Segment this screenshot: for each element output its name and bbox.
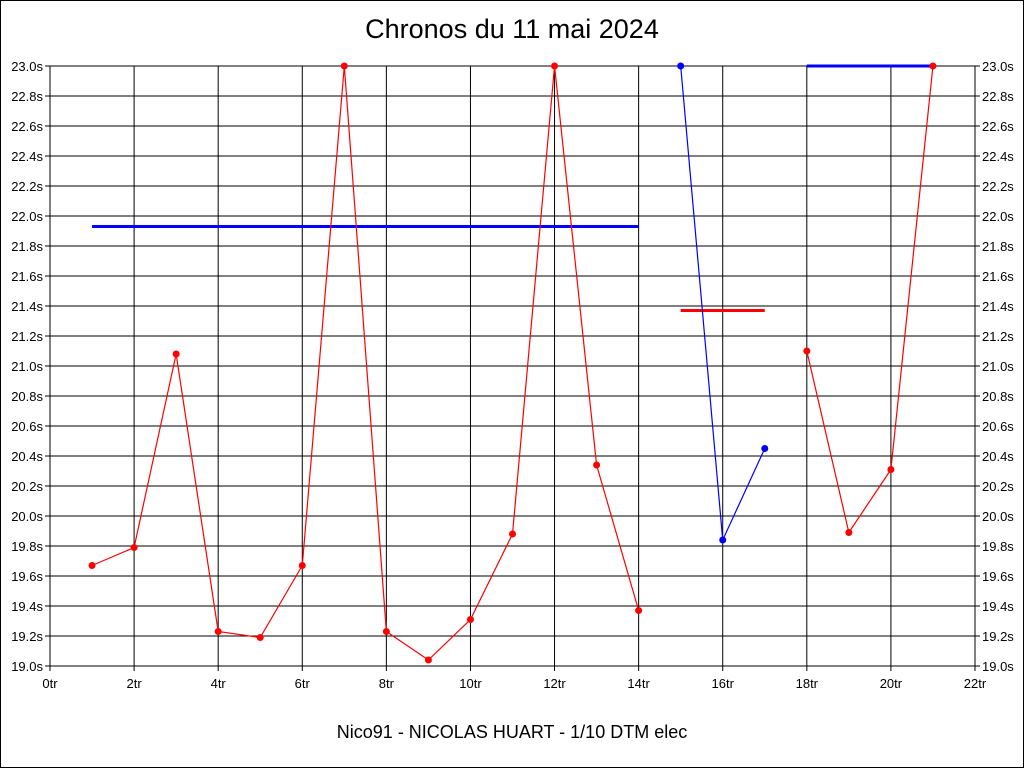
y-tick-label-left: 19.6s — [11, 569, 43, 584]
y-tick-label-right: 22.4s — [982, 149, 1014, 164]
y-tick-label-left: 21.8s — [11, 239, 43, 254]
y-tick-labels-right: 23.0s 22.8s 22.6s 22.4s 22.2s 22.0s 21.8s 21.6s… — [982, 59, 1014, 674]
chart-title: Chronos du 11 mai 2024 — [365, 14, 659, 44]
data-point — [298, 562, 306, 569]
data-point — [214, 628, 222, 635]
data-point — [551, 62, 559, 70]
x-tick-label: 8tr — [379, 676, 395, 691]
y-tick-label-right: 21.8s — [982, 239, 1014, 254]
reference-lines — [92, 64, 933, 312]
y-tick-label-right: 21.6s — [982, 269, 1014, 284]
y-tick-label-left: 21.2s — [11, 329, 43, 344]
y-tick-label-left: 20.6s — [11, 419, 43, 434]
x-tick-label: 22tr — [964, 676, 987, 691]
y-tick-label-left: 20.8s — [11, 389, 43, 404]
data-point — [719, 536, 727, 544]
grid-lines — [45, 65, 980, 671]
y-tick-label-right: 22.6s — [982, 119, 1014, 134]
y-tick-label-right: 22.8s — [982, 89, 1014, 104]
y-tick-label-right: 21.0s — [982, 359, 1014, 374]
y-tick-label-left: 20.0s — [11, 509, 43, 524]
y-tick-label-left: 21.0s — [11, 359, 43, 374]
y-tick-label-right: 19.8s — [982, 539, 1014, 554]
y-tick-label-right: 20.6s — [982, 419, 1014, 434]
y-tick-label-left: 19.4s — [11, 599, 43, 614]
data-point — [593, 461, 601, 469]
y-tick-label-right: 22.2s — [982, 179, 1014, 194]
x-tick-label: 18tr — [796, 676, 819, 691]
y-tick-label-right: 21.4s — [982, 299, 1014, 314]
x-tick-label: 12tr — [543, 676, 566, 691]
data-point — [845, 529, 853, 536]
y-tick-label-right: 21.2s — [982, 329, 1014, 344]
y-tick-label-left: 19.2s — [11, 629, 43, 644]
y-tick-label-left: 22.4s — [11, 149, 43, 164]
data-point — [424, 656, 432, 664]
y-tick-label-left: 22.0s — [11, 209, 43, 224]
series-line — [91, 65, 640, 661]
y-tick-label-left: 22.2s — [11, 179, 43, 194]
y-tick-label-right: 20.2s — [982, 479, 1014, 494]
data-point — [172, 350, 180, 358]
x-tick-label: 2tr — [127, 676, 143, 691]
x-tick-label: 20tr — [880, 676, 903, 691]
data-point — [130, 544, 138, 551]
y-tick-label-left: 22.6s — [11, 119, 43, 134]
y-tick-label-left: 21.4s — [11, 299, 43, 314]
y-tick-label-right: 19.0s — [982, 659, 1014, 674]
data-point — [677, 62, 685, 70]
y-tick-label-left: 19.8s — [11, 539, 43, 554]
data-point — [88, 562, 96, 569]
y-tick-label-right: 20.0s — [982, 509, 1014, 524]
x-tick-labels: 0tr 2tr 4tr 6tr 8tr 10tr 12tr 14tr 16tr 18tr 20tr 2… — [42, 676, 986, 691]
x-tick-label: 16tr — [712, 676, 735, 691]
data-point — [340, 62, 348, 70]
x-tick-label: 10tr — [459, 676, 482, 691]
chart-footer: Nico91 - NICOLAS HUART - 1/10 DTM elec — [336, 722, 688, 742]
y-tick-label-right: 20.8s — [982, 389, 1014, 404]
data-point — [466, 616, 474, 623]
series-line — [806, 65, 934, 534]
y-tick-labels-left: 23.0s 22.8s 22.6s 22.4s 22.2s 22.0s 21.8s 21.6s… — [11, 59, 43, 674]
y-tick-label-right: 19.4s — [982, 599, 1014, 614]
data-point — [509, 530, 516, 538]
y-tick-label-left: 22.8s — [11, 89, 43, 104]
data-point — [256, 634, 264, 641]
data-point — [635, 607, 643, 614]
x-tick-label: 14tr — [627, 676, 650, 691]
y-tick-label-right: 23.0s — [982, 59, 1014, 74]
x-tick-label: 6tr — [295, 676, 311, 691]
y-tick-label-right: 19.2s — [982, 629, 1014, 644]
y-tick-label-right: 22.0s — [982, 209, 1014, 224]
y-tick-label-left: 20.4s — [11, 449, 43, 464]
y-tick-label-right: 19.6s — [982, 569, 1014, 584]
y-tick-label-left: 23.0s — [11, 59, 43, 74]
y-tick-label-left: 21.6s — [11, 269, 43, 284]
y-tick-label-left: 20.2s — [11, 479, 43, 494]
x-tick-label: 4tr — [211, 676, 227, 691]
y-tick-label-right: 20.4s — [982, 449, 1014, 464]
y-tick-label-left: 19.0s — [11, 659, 43, 674]
data-points — [88, 62, 937, 664]
data-point — [929, 62, 937, 70]
x-tick-label: 0tr — [42, 676, 58, 691]
data-point — [761, 445, 769, 452]
data-point — [803, 347, 811, 355]
data-point — [887, 466, 895, 473]
data-point — [382, 628, 390, 635]
